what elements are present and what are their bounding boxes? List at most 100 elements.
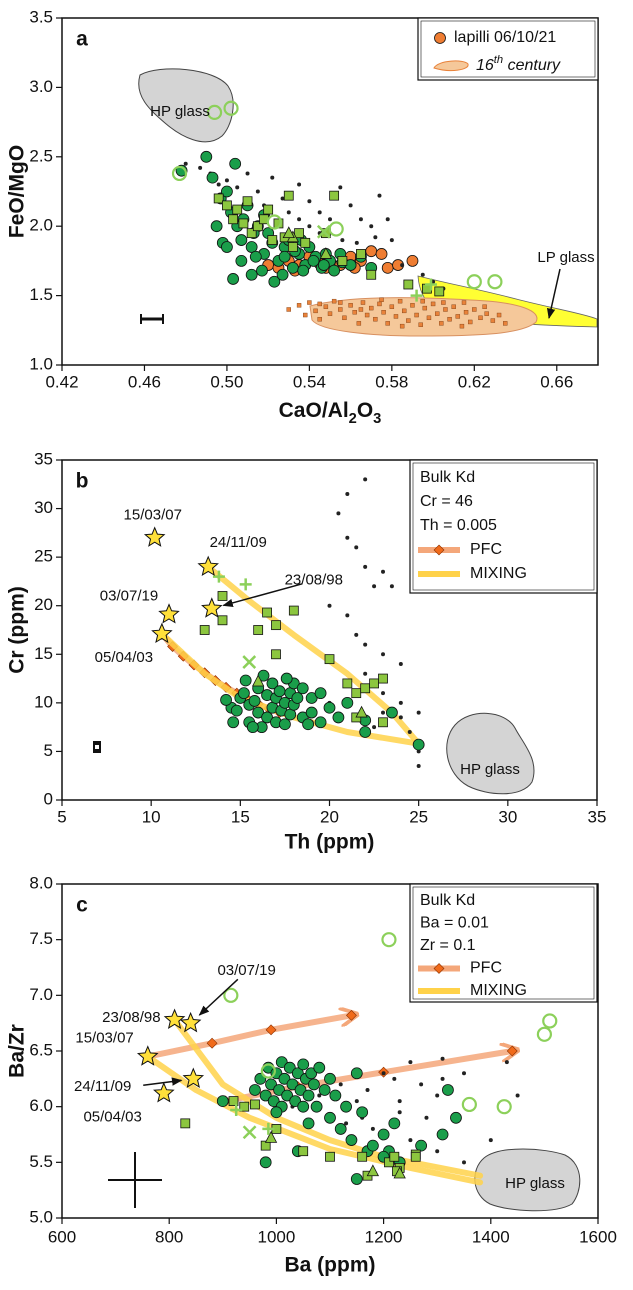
data-point: [363, 477, 368, 482]
data-point: [260, 1063, 276, 1079]
data-point: [372, 725, 377, 730]
data-point: [281, 1089, 294, 1102]
data-point: [297, 264, 310, 277]
data-point: [369, 224, 374, 229]
hp-glass-field: [446, 712, 535, 795]
data-point: [197, 555, 219, 576]
plot-frame: [61, 17, 599, 366]
error-bar: [108, 1152, 162, 1208]
data-point: [287, 242, 298, 252]
data-point: [332, 711, 345, 724]
x-tick-label: 5: [57, 807, 66, 826]
point-label: 05/04/03: [95, 649, 153, 666]
data-point: [224, 178, 229, 183]
data-point: [416, 764, 421, 768]
data-point: [338, 185, 343, 190]
data-point: [308, 1078, 320, 1091]
data-point: [270, 1106, 283, 1119]
data-point: [300, 237, 311, 248]
y-tick-label: 1.0: [29, 354, 53, 373]
data-point: [228, 1096, 239, 1106]
legend-frame: [409, 883, 598, 1003]
data-point: [365, 245, 378, 258]
data-point: [136, 1045, 159, 1066]
x-tick-label: 0.66: [540, 372, 573, 391]
annotation: HP glass: [505, 1175, 565, 1192]
data-point: [435, 311, 440, 316]
data-point: [386, 706, 398, 719]
pfc-line: [144, 1015, 352, 1060]
data-point: [179, 1011, 202, 1033]
data-point: [462, 1160, 466, 1165]
point-label: 03/07/19: [100, 587, 158, 604]
data-point: [397, 1110, 402, 1115]
data-point: [216, 182, 221, 187]
legend-inner-frame: [412, 886, 595, 1000]
y-tick-label: 10: [34, 692, 53, 711]
data-point: [319, 247, 333, 259]
y-tick-label: 15: [34, 644, 53, 663]
data-point: [377, 193, 382, 198]
data-point: [294, 1084, 307, 1096]
error-bar: [93, 741, 101, 753]
data-point: [323, 701, 336, 714]
panel-letter: c: [76, 894, 88, 917]
annotation: HP glass: [460, 761, 520, 778]
x-tick-label: 15: [231, 807, 250, 826]
data-point: [249, 250, 262, 263]
data-point: [324, 1072, 336, 1085]
x-tick-label: 10: [142, 807, 161, 826]
x-axis-title: Ba (ppm): [285, 1254, 376, 1277]
data-point: [359, 726, 372, 738]
data-point: [318, 1084, 331, 1096]
data-point: [424, 1115, 429, 1120]
data-point: [289, 1095, 302, 1107]
data-point: [364, 312, 370, 318]
data-point: [222, 200, 232, 211]
data-point: [271, 649, 281, 660]
data-point: [163, 1008, 186, 1029]
data-point: [467, 319, 473, 325]
data-point: [338, 300, 343, 305]
data-point: [307, 254, 320, 267]
data-point: [381, 261, 394, 274]
data-point: [242, 196, 253, 207]
legend-frame: [409, 459, 598, 594]
data-point: [426, 315, 432, 321]
data-point: [466, 274, 482, 290]
data-point: [259, 1156, 272, 1169]
data-point: [381, 569, 385, 574]
data-point: [286, 210, 291, 215]
data-point: [262, 607, 272, 618]
data-point: [459, 323, 465, 329]
x-tick-label: 800: [155, 1227, 183, 1246]
data-point: [252, 674, 265, 687]
y-tick-label: 25: [34, 547, 53, 566]
data-point: [358, 217, 363, 222]
data-point: [346, 1009, 357, 1021]
data-point: [201, 597, 223, 618]
data-point: [441, 300, 446, 305]
data-point: [305, 692, 318, 704]
y-tick-label: 8.0: [29, 873, 53, 892]
data-point: [420, 272, 425, 277]
legend-note: Cr = 46: [420, 493, 473, 510]
data-point: [373, 316, 378, 322]
data-point: [354, 632, 359, 637]
data-point: [238, 218, 249, 229]
data-point: [375, 248, 388, 260]
hp-glass-field: [138, 68, 234, 143]
data-point: [398, 662, 403, 666]
data-point: [180, 1118, 191, 1129]
x-axis-title: Th (ppm): [285, 831, 375, 854]
data-point: [410, 303, 415, 308]
data-point: [496, 312, 502, 318]
data-point: [328, 221, 344, 237]
label-arrow: [198, 978, 239, 1016]
data-point: [377, 301, 382, 307]
y-tick-label: 5: [44, 741, 53, 760]
data-point: [377, 1128, 390, 1141]
data-point: [385, 217, 390, 222]
data-point: [345, 1134, 358, 1146]
data-point: [325, 1151, 335, 1162]
